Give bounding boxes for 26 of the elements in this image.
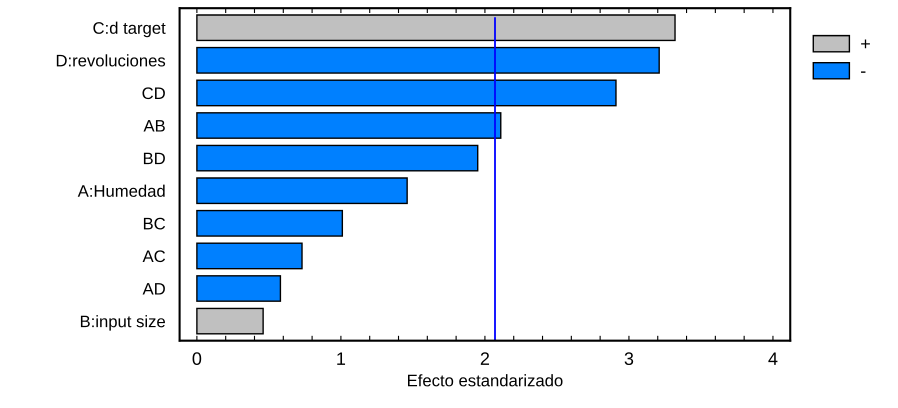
y-tick-label: CD: [142, 87, 165, 100]
y-tick-label: C:d target: [93, 22, 166, 38]
bar: [196, 144, 478, 172]
bar: [196, 210, 344, 237]
y-tick-label: BD: [144, 152, 165, 164]
legend-label: +: [861, 39, 870, 48]
y-tick-label: AD: [142, 283, 165, 295]
bar: [196, 80, 617, 106]
x-tick-label: 4: [768, 352, 778, 365]
y-tick-label: AB: [144, 120, 165, 132]
x-tick-label: 3: [624, 352, 634, 366]
x-tick-label: 1: [337, 352, 346, 365]
bar: [196, 275, 282, 302]
y-tick-label: AC: [142, 250, 166, 262]
y-tick-label: D:revoluciones: [56, 54, 166, 67]
y-tick-label: B:input size: [80, 315, 165, 331]
bar: [196, 177, 408, 204]
legend-label: -: [861, 71, 866, 73]
bar: [196, 112, 502, 139]
x-tick-label: 2: [480, 352, 490, 365]
x-tick-label: 0: [192, 352, 202, 366]
bar: [196, 46, 660, 74]
x-axis-title: Efecto estandarizado: [408, 374, 563, 386]
y-tick-label: A:Humedad: [78, 184, 165, 197]
y-tick-label: BC: [144, 218, 166, 230]
bar: [196, 242, 303, 270]
